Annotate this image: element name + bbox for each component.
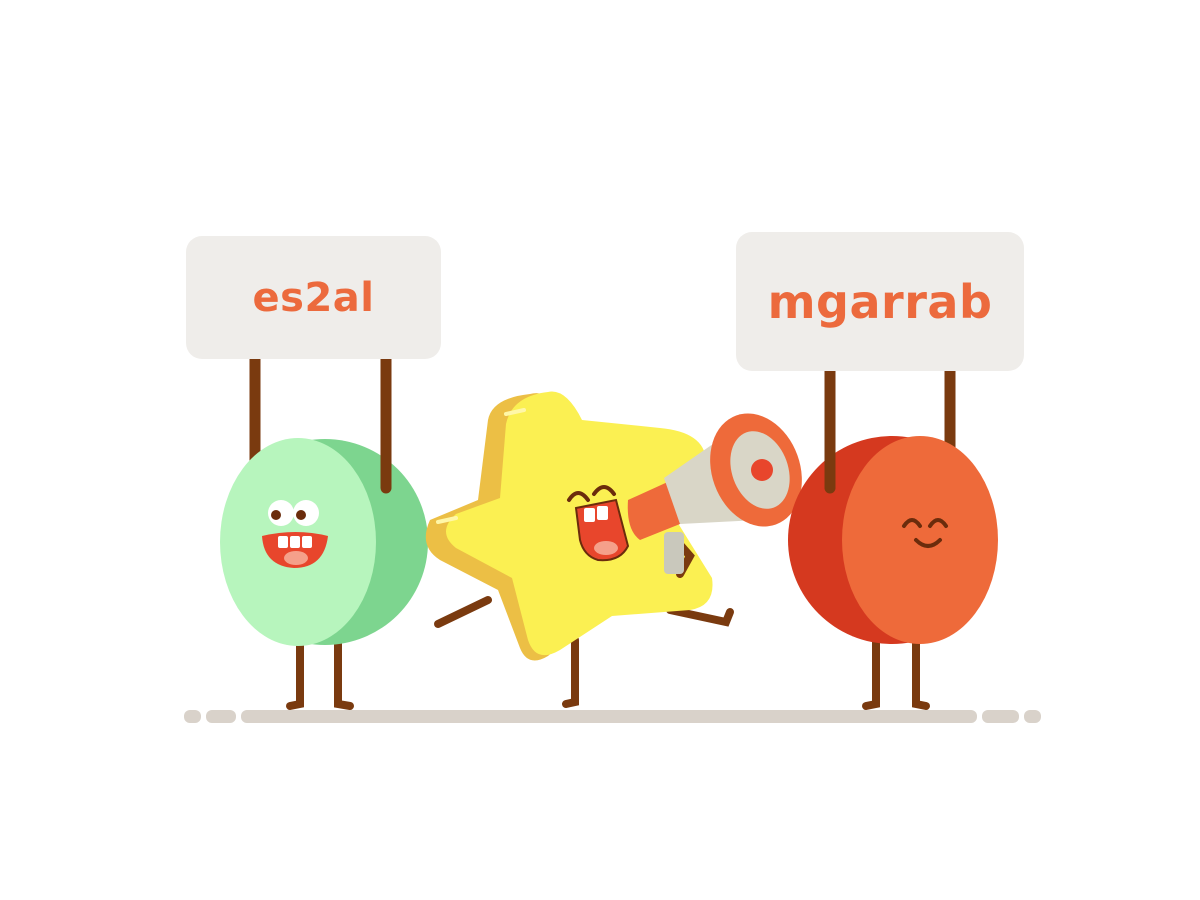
left-sign-text: es2al xyxy=(252,274,375,321)
green-character-mouth xyxy=(262,532,328,568)
green-character-eyes xyxy=(268,500,319,526)
right-protest-sign: mgarrab xyxy=(736,232,1024,371)
star-character-eyes xyxy=(567,485,616,502)
right-sign-text: mgarrab xyxy=(767,274,993,329)
megaphone-icon xyxy=(627,413,802,574)
ground-line xyxy=(184,710,1041,723)
red-circle-character xyxy=(788,434,998,710)
left-protest-sign: es2al xyxy=(186,236,441,359)
yellow-star-character xyxy=(425,391,734,708)
star-character-mouth xyxy=(574,498,630,562)
green-circle-character xyxy=(220,434,428,710)
red-character-face xyxy=(902,518,948,548)
